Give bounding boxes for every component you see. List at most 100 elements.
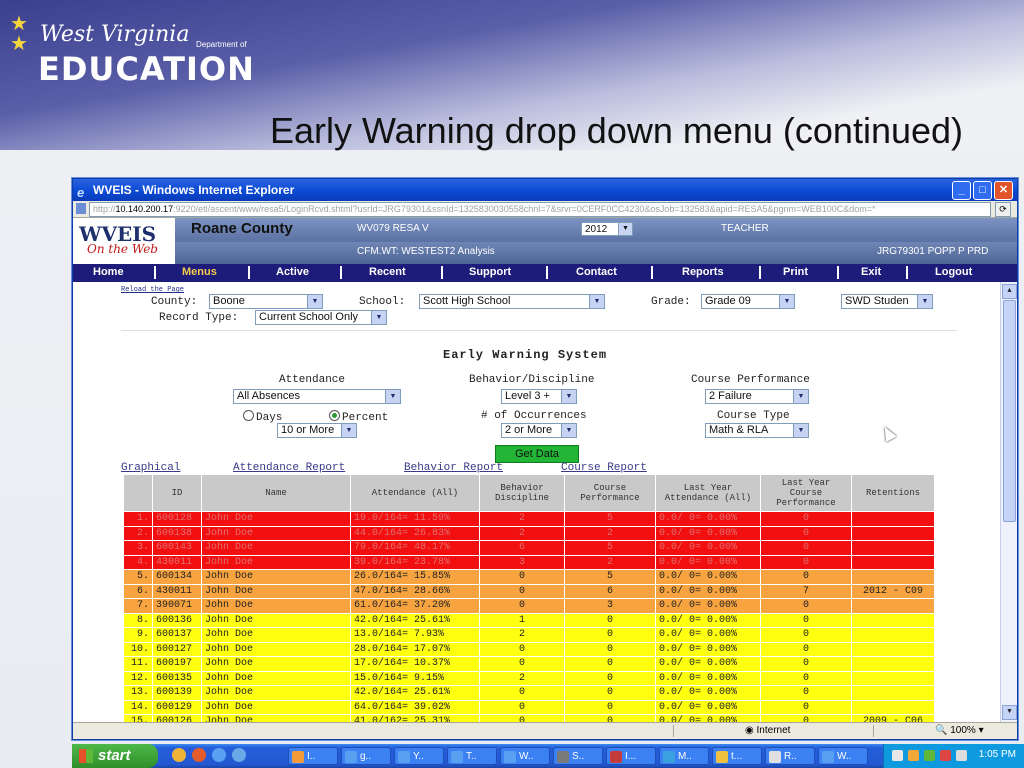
taskbar-task[interactable]: t... (712, 747, 762, 765)
col-course-performance[interactable]: Course Performance (564, 474, 656, 512)
swd-select[interactable]: SWD Studen ▼ (841, 294, 933, 309)
taskbar-task[interactable]: R.. (765, 747, 815, 765)
nav-support[interactable]: Support (469, 266, 512, 278)
attendance-report-link[interactable]: Attendance Report (233, 462, 346, 474)
nav-contact[interactable]: Contact (576, 266, 617, 278)
school-label: School: (359, 296, 406, 308)
table-row[interactable]: 15. 600126 John Doe 41.0/162= 25.31% 0 0 0.0/ … (123, 714, 935, 722)
col-last-year-attendance[interactable]: Last Year Attendance (All) (655, 474, 761, 512)
table-row[interactable]: 13. 600139 John Doe 42.0/164= 25.61% 0 0 0.0/ … (123, 685, 935, 701)
col-index (123, 474, 153, 512)
days-radio[interactable]: Days (243, 410, 282, 424)
scroll-up-icon[interactable]: ▲ (1002, 284, 1017, 299)
table-row[interactable]: 3. 600143 John Doe 79.0/164= 48.17% 6 5 0.0/ 0… (123, 540, 935, 556)
percent-radio[interactable]: Percent (329, 410, 388, 424)
tray-icon[interactable] (924, 750, 935, 761)
record-type-select[interactable]: Current School Only ▼ (255, 310, 387, 325)
quicklaunch-icon[interactable] (172, 748, 186, 762)
chevron-down-icon: ▼ (371, 311, 386, 324)
col-last-year-course[interactable]: Last Year Course Performance (760, 474, 852, 512)
minimize-icon[interactable]: _ (952, 181, 971, 200)
wveis-logo[interactable]: WVEIS On the Web (77, 222, 173, 262)
table-row[interactable]: 6. 430011 John Doe 47.0/164= 28.66% 0 6 0.0/ 0… (123, 583, 935, 599)
table-row[interactable]: 1. 600128 John Doe 19.0/164= 11.59% 2 5 0.0/ 0… (123, 511, 935, 527)
nav-exit[interactable]: Exit (861, 266, 882, 278)
scrollbar-thumb[interactable] (1003, 300, 1016, 522)
table-row[interactable]: 12. 600135 John Doe 15.0/164= 9.15% 2 0 0.0/ 0… (123, 670, 935, 686)
taskbar-task[interactable]: g.. (341, 747, 391, 765)
taskbar-task[interactable]: I.. (288, 747, 338, 765)
volume-icon[interactable] (956, 750, 967, 761)
taskbar-task[interactable]: M.. (659, 747, 709, 765)
vertical-scrollbar[interactable]: ▲ ▼ (1000, 282, 1017, 722)
attendance-threshold-select[interactable]: 10 or More ▼ (277, 423, 357, 438)
behavior-select[interactable]: Level 3 + ▼ (501, 389, 577, 404)
col-behavior[interactable]: Behavior Discipline (479, 474, 565, 512)
nav-home[interactable]: Home (93, 266, 124, 278)
row-number: 9. (123, 627, 153, 643)
address-input[interactable]: http://10.140.200.17:9220/etl/ascent/www… (89, 202, 991, 217)
nav-print[interactable]: Print (783, 266, 809, 278)
table-row[interactable]: 14. 600129 John Doe 64.0/164= 39.02% 0 0 0.0/ … (123, 699, 935, 715)
quicklaunch-icon[interactable] (232, 748, 246, 762)
get-data-button[interactable]: Get Data (495, 445, 579, 463)
chevron-down-icon: ▼ (779, 295, 794, 308)
graphical-link[interactable]: Graphical (121, 462, 181, 474)
tray-icon[interactable] (892, 750, 903, 761)
ie-quicklaunch-icon[interactable] (212, 748, 226, 762)
table-row[interactable]: 7. 390071 John Doe 61.0/164= 37.20% 0 3 0.0/ 0… (123, 598, 935, 614)
attendance-value: 47.0/164= 28.66% (350, 583, 480, 599)
col-retentions[interactable]: Retentions (851, 474, 935, 512)
course-type-select[interactable]: Math & RLA ▼ (705, 423, 809, 438)
taskbar-task[interactable]: W.. (500, 747, 550, 765)
taskbar-task-label: S.. (572, 751, 585, 762)
behavior-report-link[interactable]: Behavior Report (404, 462, 504, 474)
divider (121, 330, 957, 331)
close-icon[interactable]: ✕ (994, 181, 1013, 200)
nav-reports[interactable]: Reports (682, 266, 724, 278)
maximize-icon[interactable]: □ (973, 181, 992, 200)
table-row[interactable]: 11. 600197 John Doe 17.0/164= 10.37% 0 0 0.0/ … (123, 656, 935, 672)
nav-active[interactable]: Active (276, 266, 310, 278)
zoom-control[interactable]: 🔍 100% ▾ (935, 725, 984, 736)
reload-link[interactable]: Reload the Page (121, 286, 185, 294)
course-report-link[interactable]: Course Report (561, 462, 647, 474)
col-name[interactable]: Name (201, 474, 351, 512)
table-row[interactable]: 4. 430011 John Doe 39.0/164= 23.78% 3 2 0.0/ 0… (123, 554, 935, 570)
county-select[interactable]: Boone ▼ (209, 294, 323, 309)
nav-menus[interactable]: Menus (182, 266, 217, 278)
year-select[interactable]: 2012 ▼ (581, 222, 633, 236)
taskbar-task[interactable]: I... (606, 747, 656, 765)
school-select[interactable]: Scott High School ▼ (419, 294, 605, 309)
table-row[interactable]: 8. 600136 John Doe 42.0/164= 25.61% 1 0 0.0/ 0… (123, 612, 935, 628)
taskbar-task[interactable]: W.. (818, 747, 868, 765)
tray-icon[interactable] (940, 750, 951, 761)
app-icon (822, 751, 834, 763)
refresh-icon[interactable]: ⟳ (995, 202, 1011, 217)
scroll-down-icon[interactable]: ▼ (1002, 705, 1017, 720)
table-row[interactable]: 10. 600127 John Doe 28.0/164= 17.07% 0 0 0.0/ … (123, 641, 935, 657)
table-row[interactable]: 2. 600138 John Doe 44.0/164= 26.83% 2 2 0.0/ 0… (123, 525, 935, 541)
table-row[interactable]: 5. 600134 John Doe 26.0/164= 15.85% 0 5 0.0/ 0… (123, 569, 935, 585)
nav-logout[interactable]: Logout (935, 266, 973, 278)
col-attendance[interactable]: Attendance (All) (350, 474, 480, 512)
start-button[interactable]: start (72, 744, 158, 768)
quicklaunch-icon[interactable] (192, 748, 206, 762)
student-id: 600128 (152, 511, 202, 527)
table-header-row: ID Name Attendance (All) Behavior Discip… (123, 474, 935, 512)
course-performance-select[interactable]: 2 Failure ▼ (705, 389, 809, 404)
taskbar-task-label: R.. (784, 751, 797, 762)
attendance-select[interactable]: All Absences ▼ (233, 389, 401, 404)
taskbar-task[interactable]: S.. (553, 747, 603, 765)
col-id[interactable]: ID (152, 474, 202, 512)
occurrences-select[interactable]: 2 or More ▼ (501, 423, 577, 438)
retentions-value (851, 569, 935, 585)
taskbar-task[interactable]: T.. (447, 747, 497, 765)
student-id: 600139 (152, 685, 202, 701)
taskbar-task[interactable]: Y.. (394, 747, 444, 765)
window-titlebar[interactable]: e WVEIS - Windows Internet Explorer _ □ … (73, 179, 1017, 201)
table-row[interactable]: 9. 600137 John Doe 13.0/164= 7.93% 2 0 0.0/ 0=… (123, 627, 935, 643)
nav-recent[interactable]: Recent (369, 266, 406, 278)
tray-icon[interactable] (908, 750, 919, 761)
grade-select[interactable]: Grade 09 ▼ (701, 294, 795, 309)
